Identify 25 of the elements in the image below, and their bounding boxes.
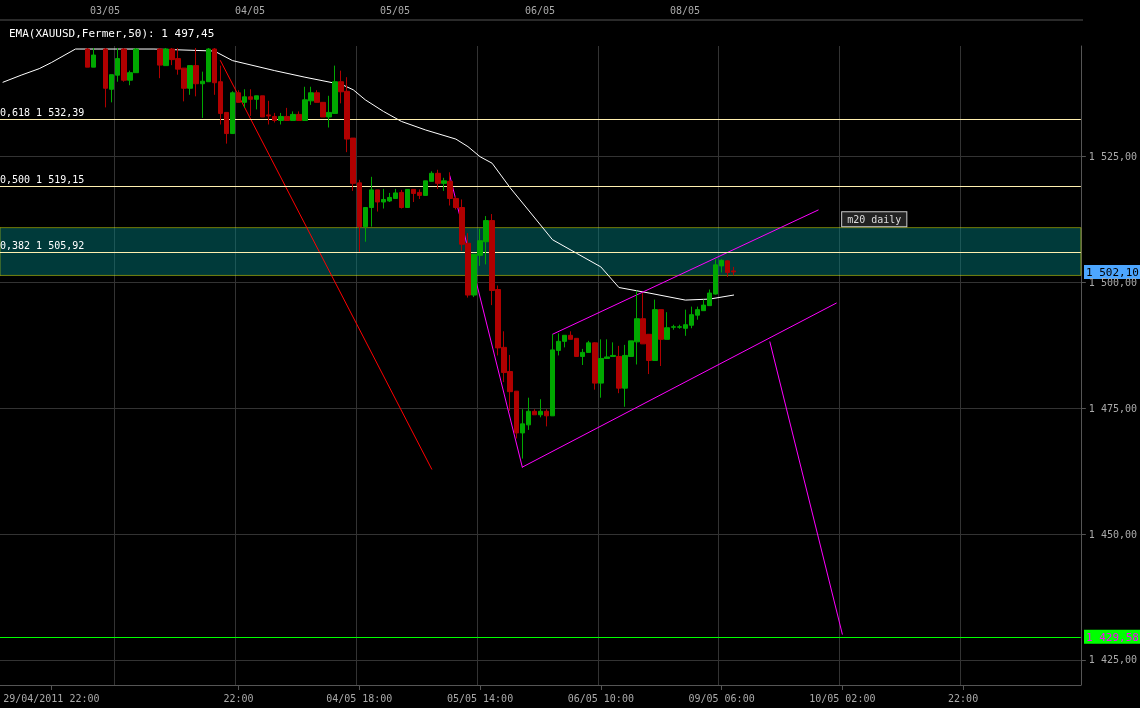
ref-line-label: 0,382 1 505,92	[0, 240, 85, 252]
series-label: EMA(XAUUSD,Fermer,50): 1 497,45	[9, 27, 215, 40]
x-tick-label: 09/05 06:00	[688, 692, 755, 704]
x-tick-label: 06/05 10:00	[567, 692, 634, 704]
y-tick-label: 1 450,00	[1088, 528, 1138, 540]
text: 06/05	[524, 4, 556, 16]
x-tick-label: 29/04/2011 22:00	[3, 692, 100, 704]
ref-line-label: 0,618 1 532,39	[0, 107, 85, 119]
x-tick-label: 04/05 18:00	[326, 692, 393, 704]
band-label: m20 daily	[847, 213, 902, 225]
text: 03/05	[89, 4, 121, 16]
text: 1 502,10	[1086, 265, 1139, 279]
y-tick-label: 1 425,00	[1088, 654, 1138, 666]
text: 04/05	[234, 4, 266, 16]
x-tick-label: 05/05 14:00	[446, 692, 514, 704]
x-tick-label: 22:00	[948, 692, 979, 704]
y-tick-label: 1 525,00	[1088, 151, 1138, 163]
x-tick-label: 22:00	[223, 692, 254, 704]
y-tick-label: 1 475,00	[1088, 402, 1138, 414]
text: 05/05	[379, 4, 411, 16]
y-tick-label: 1 500,00	[1088, 276, 1138, 288]
text: 08/05	[669, 4, 701, 16]
ref-line-label: 1 429,58	[1086, 630, 1139, 644]
ref-line-label: 0,500 1 519,15	[0, 173, 85, 185]
x-tick-label: 10/05 02:00	[809, 692, 876, 704]
